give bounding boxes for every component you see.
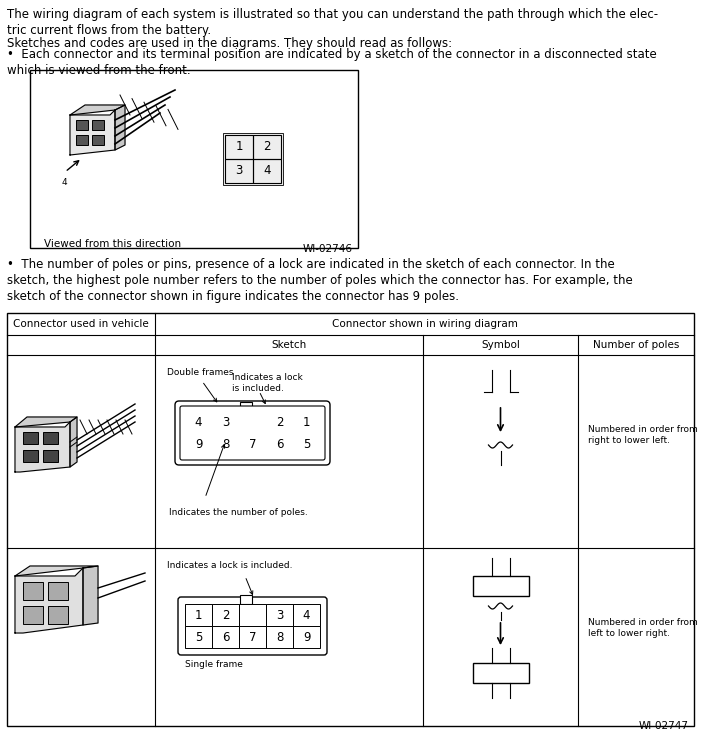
Text: Connector used in vehicle: Connector used in vehicle (13, 319, 149, 329)
Text: •  Each connector and its terminal position are indicated by a sketch of the con: • Each connector and its terminal positi… (7, 48, 657, 77)
Bar (92, 135, 104, 145)
Polygon shape (15, 422, 70, 472)
Text: Single frame: Single frame (185, 660, 243, 669)
Bar (92, 120, 104, 130)
Bar (212, 626, 239, 648)
Bar (266, 411, 293, 433)
Text: 1: 1 (236, 140, 243, 153)
Bar (472, 576, 529, 596)
Text: Connector shown in wiring diagram: Connector shown in wiring diagram (332, 319, 517, 329)
Bar (7, 313, 694, 726)
Bar (293, 433, 320, 455)
Bar (185, 604, 212, 626)
Bar (76, 120, 88, 130)
Polygon shape (70, 417, 77, 467)
Text: WI-02746: WI-02746 (303, 244, 353, 254)
Polygon shape (70, 110, 115, 155)
Polygon shape (15, 566, 98, 576)
Bar (23, 450, 38, 462)
Bar (212, 411, 239, 433)
Bar (266, 604, 293, 626)
Text: 9: 9 (195, 438, 203, 451)
Text: 8: 8 (222, 438, 229, 451)
Text: 6: 6 (222, 631, 229, 644)
Bar (212, 604, 239, 626)
Text: 5: 5 (195, 631, 202, 644)
Text: 4: 4 (303, 609, 311, 622)
Bar (239, 626, 266, 648)
Bar (225, 159, 253, 183)
Text: 6: 6 (275, 438, 283, 451)
Bar (212, 433, 239, 455)
Text: 2: 2 (222, 609, 229, 622)
Bar (23, 606, 43, 624)
Text: Double frames: Double frames (167, 368, 233, 377)
Text: •  The number of poles or pins, presence of a lock are indicated in the sketch o: • The number of poles or pins, presence … (7, 258, 633, 303)
Bar (253, 135, 281, 159)
Text: 7: 7 (249, 631, 257, 644)
Polygon shape (70, 105, 125, 115)
Text: 7: 7 (249, 438, 257, 451)
Text: 9: 9 (303, 631, 311, 644)
Bar (239, 433, 266, 455)
Text: The wiring diagram of each system is illustrated so that you can understand the : The wiring diagram of each system is ill… (7, 8, 658, 37)
Bar (223, 133, 283, 185)
Bar (472, 663, 529, 683)
Bar (185, 626, 212, 648)
Bar (266, 626, 293, 648)
Bar (30, 70, 358, 248)
Bar (239, 604, 266, 626)
Polygon shape (15, 568, 83, 633)
Text: Indicates the number of poles.: Indicates the number of poles. (169, 508, 308, 517)
FancyBboxPatch shape (175, 401, 330, 465)
Bar (48, 582, 68, 600)
Bar (185, 433, 212, 455)
Bar (266, 433, 293, 455)
Text: Number of poles: Number of poles (593, 340, 679, 350)
Bar (293, 604, 320, 626)
Text: 3: 3 (236, 164, 243, 177)
Text: Indicates a lock
is included.: Indicates a lock is included. (232, 373, 303, 393)
Text: WI-02747: WI-02747 (639, 721, 689, 731)
Text: Sketch: Sketch (271, 340, 306, 350)
Text: Viewed from this direction: Viewed from this direction (44, 239, 181, 249)
Bar (293, 626, 320, 648)
Text: Symbol: Symbol (481, 340, 520, 350)
Polygon shape (83, 566, 98, 625)
Bar (185, 411, 212, 433)
Text: 5: 5 (303, 438, 310, 451)
Text: Sketches and codes are used in the diagrams. They should read as follows:: Sketches and codes are used in the diagr… (7, 37, 452, 50)
Text: 3: 3 (222, 416, 229, 429)
Bar (76, 135, 88, 145)
Bar (240, 595, 252, 604)
Bar (43, 432, 58, 444)
Text: 2: 2 (275, 416, 283, 429)
Text: 4: 4 (62, 178, 67, 187)
Bar (239, 411, 266, 433)
Polygon shape (115, 105, 125, 150)
Bar (23, 582, 43, 600)
Bar (225, 135, 253, 159)
Text: 4: 4 (195, 416, 203, 429)
Text: Indicates a lock is included.: Indicates a lock is included. (167, 561, 292, 570)
Text: 3: 3 (275, 609, 283, 622)
FancyBboxPatch shape (180, 406, 325, 460)
Bar (48, 606, 68, 624)
Bar (43, 450, 58, 462)
Bar (240, 402, 252, 411)
Bar (23, 432, 38, 444)
Text: 2: 2 (264, 140, 271, 153)
Bar (253, 159, 281, 183)
Text: Numbered in order from upper
right to lower left.: Numbered in order from upper right to lo… (588, 425, 701, 445)
Polygon shape (15, 417, 77, 427)
Text: 1: 1 (303, 416, 311, 429)
Bar (293, 411, 320, 433)
Text: Numbered in order from upper
left to lower right.: Numbered in order from upper left to low… (588, 618, 701, 638)
Text: 4: 4 (264, 164, 271, 177)
Text: 1: 1 (195, 609, 203, 622)
FancyBboxPatch shape (178, 597, 327, 655)
Text: 8: 8 (275, 631, 283, 644)
